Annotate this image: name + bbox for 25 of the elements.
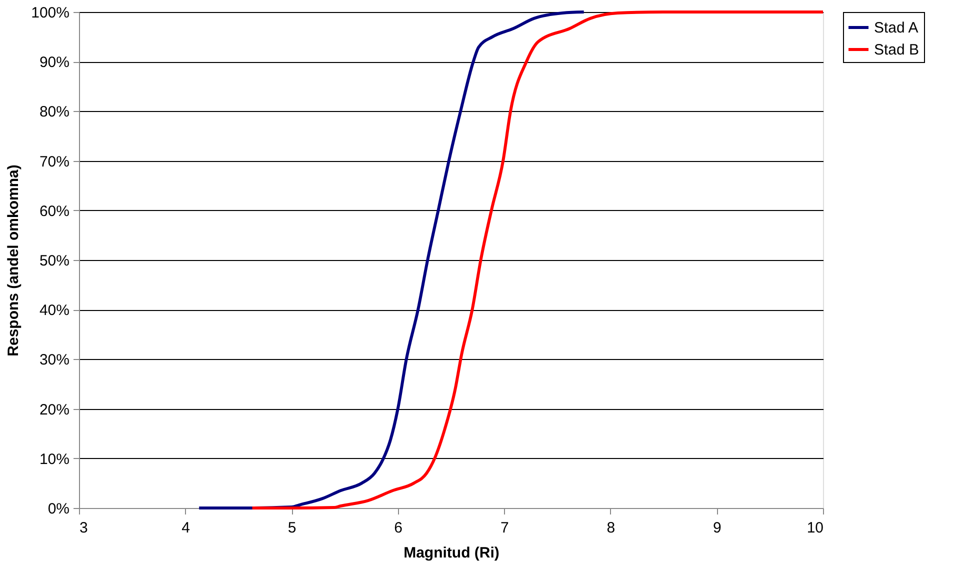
x-tick-label: 7 bbox=[500, 520, 509, 536]
x-tick-label: 8 bbox=[606, 520, 616, 536]
y-tick-label: 60% bbox=[39, 202, 70, 220]
x-tick-label: 6 bbox=[394, 520, 403, 536]
y-tick-label: 70% bbox=[39, 153, 70, 170]
legend-label: Stad A bbox=[874, 20, 918, 36]
y-tick-label: 30% bbox=[39, 352, 70, 369]
line-series bbox=[198, 10, 586, 510]
legend-label: Stad B bbox=[874, 42, 920, 58]
y-tick-label: 90% bbox=[39, 54, 70, 72]
y-tick-label: 50% bbox=[39, 252, 70, 270]
x-tick-label: 9 bbox=[713, 520, 722, 536]
y-tick-label: 100% bbox=[31, 4, 70, 22]
line-series bbox=[250, 10, 824, 510]
y-tick-label: 20% bbox=[39, 401, 70, 418]
y-tick-label: 80% bbox=[39, 104, 70, 121]
x-axis-title: Magnitud (Ri) bbox=[404, 544, 500, 562]
x-tick-label: 3 bbox=[80, 520, 88, 536]
x-tick-label: 4 bbox=[182, 520, 190, 536]
y-tick-label: 10% bbox=[39, 450, 70, 468]
y-tick-label: 0% bbox=[48, 500, 70, 518]
y-axis-title: Respons (andel omkomna) bbox=[5, 164, 22, 356]
x-tick-label: 10 bbox=[806, 520, 824, 536]
x-tick-label: 5 bbox=[288, 520, 296, 536]
y-tick-label: 40% bbox=[39, 302, 70, 320]
